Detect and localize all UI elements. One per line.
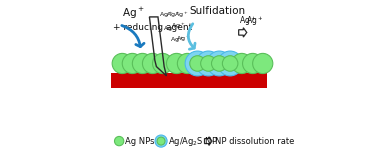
Text: NP dissolution rate: NP dissolution rate: [215, 137, 294, 146]
Circle shape: [112, 53, 132, 74]
Circle shape: [232, 53, 252, 74]
Bar: [112, 73, 266, 88]
Circle shape: [143, 53, 163, 74]
Text: Ag$^+$: Ag$^+$: [246, 15, 263, 28]
Circle shape: [201, 56, 216, 71]
Circle shape: [185, 51, 210, 76]
Text: Sulfidation: Sulfidation: [189, 6, 245, 16]
Circle shape: [155, 135, 167, 147]
Circle shape: [212, 56, 227, 71]
Circle shape: [196, 51, 221, 76]
Circle shape: [218, 51, 243, 76]
Circle shape: [152, 53, 173, 74]
Text: + reducing agent: + reducing agent: [113, 23, 192, 32]
Text: Ag$^+$: Ag$^+$: [174, 10, 189, 20]
Text: Ag/Ag$_2$S NP: Ag/Ag$_2$S NP: [168, 135, 218, 148]
Circle shape: [115, 136, 124, 146]
Text: Ag$^+$: Ag$^+$: [163, 24, 178, 34]
Circle shape: [177, 53, 198, 74]
Circle shape: [207, 51, 232, 76]
Text: Ag NPs: Ag NPs: [125, 137, 155, 146]
Circle shape: [166, 53, 187, 74]
Circle shape: [253, 53, 273, 74]
Circle shape: [190, 56, 205, 71]
Circle shape: [132, 53, 152, 74]
Text: Ag$^+$: Ag$^+$: [176, 34, 190, 44]
Circle shape: [243, 53, 263, 74]
Text: Ag$^+$: Ag$^+$: [170, 35, 184, 45]
Text: Ag$^+$: Ag$^+$: [122, 6, 145, 21]
Circle shape: [222, 56, 238, 71]
Text: Ag$^+$: Ag$^+$: [159, 10, 173, 20]
Text: Ag$^+$: Ag$^+$: [239, 15, 256, 28]
Circle shape: [157, 137, 165, 145]
Text: Ag$^+$: Ag$^+$: [166, 10, 181, 20]
Text: Ag$^+$: Ag$^+$: [171, 21, 186, 31]
Circle shape: [122, 53, 143, 74]
